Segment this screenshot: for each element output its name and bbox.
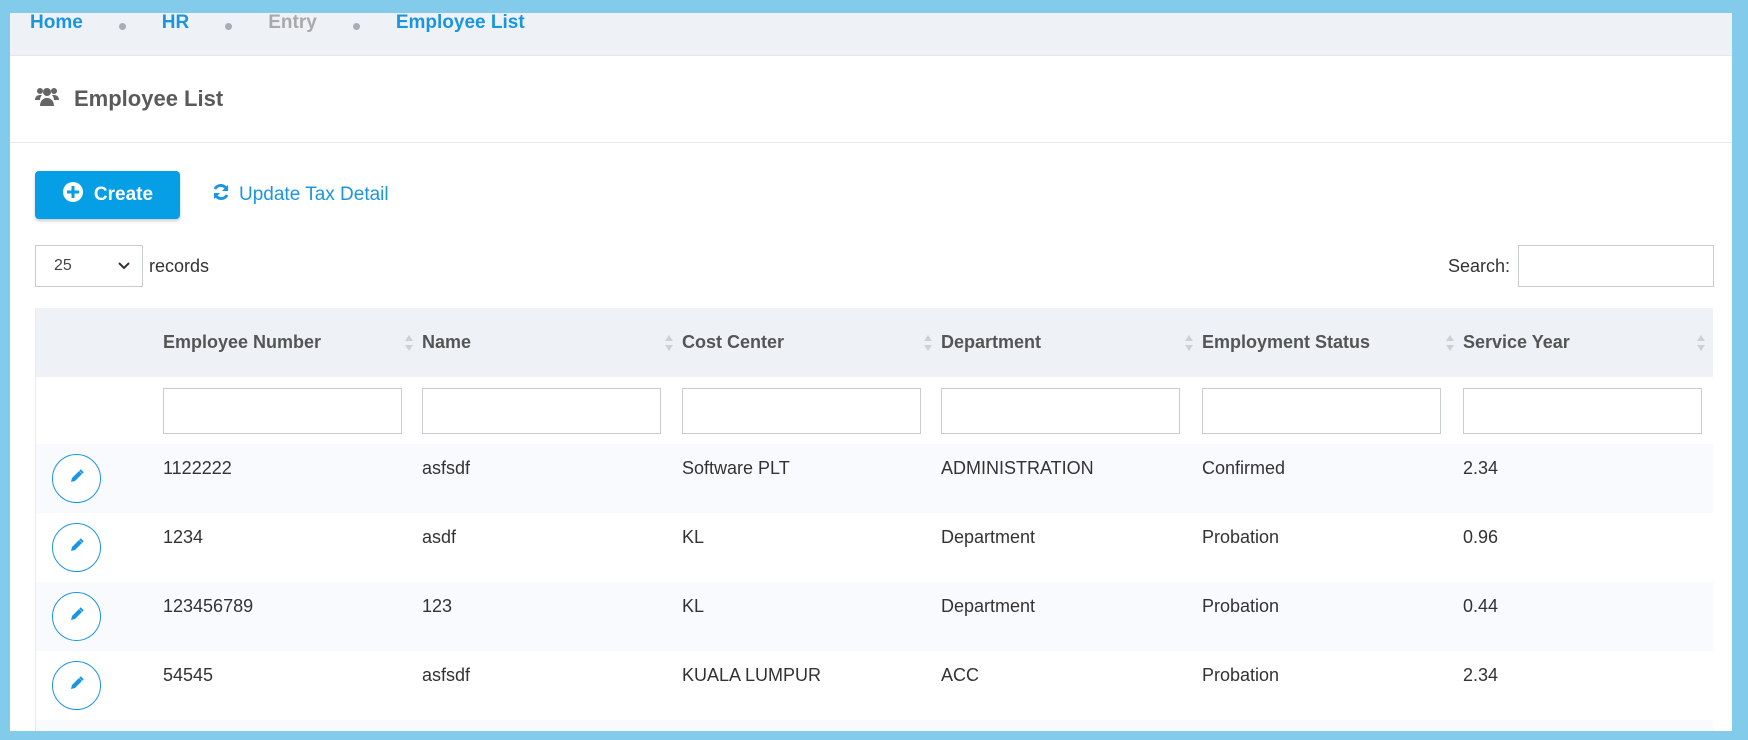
table-row: [36, 720, 1713, 731]
column-filter-input[interactable]: [682, 387, 921, 434]
column-filter-input[interactable]: [422, 387, 661, 434]
table-cell: Department: [941, 596, 1036, 616]
column-header[interactable]: Service Year: [1463, 308, 1714, 377]
records-label: records: [149, 255, 210, 276]
table-header: Employee Number Name Cost Center Department…: [36, 308, 1713, 377]
breadcrumb-separator: [225, 23, 233, 30]
table-cell: 1234: [163, 527, 204, 547]
table-cell: KL: [682, 527, 705, 547]
chevron-down-icon: [118, 257, 130, 275]
table-cell: Probation: [1202, 596, 1280, 616]
users-icon: [35, 86, 59, 113]
breadcrumb-item: Entry: [268, 12, 317, 33]
column-header[interactable]: Name: [422, 308, 682, 377]
edit-button[interactable]: [52, 592, 101, 641]
sort-icon: [1696, 334, 1706, 352]
column-filter-input[interactable]: [1202, 387, 1441, 434]
table-cell: 123456789: [163, 596, 254, 616]
sort-icon: [923, 334, 933, 352]
refresh-icon: [212, 183, 230, 207]
page: Home HR Entry Employee List Employee List C…: [10, 13, 1732, 731]
search-label: Search:: [1447, 255, 1510, 276]
column-filter-input[interactable]: [163, 387, 402, 434]
table-cell: asfsdf: [422, 458, 471, 478]
table-cell: asfsdf: [422, 665, 471, 685]
table-cell: asdf: [422, 527, 457, 547]
pencil-icon: [70, 538, 84, 557]
pencil-icon: [70, 607, 84, 626]
column-header-label: Employment Status: [1202, 332, 1371, 352]
breadcrumb-item[interactable]: Employee List: [395, 12, 525, 33]
sort-icon: [1445, 334, 1455, 352]
table-cell: Confirmed: [1202, 458, 1286, 478]
table-cell: 2.34: [1463, 665, 1499, 685]
records-per-page-select[interactable]: 25: [35, 245, 143, 287]
table-cell: 123: [422, 596, 453, 616]
table-cell: KUALA LUMPUR: [682, 665, 822, 685]
breadcrumb-separator: [352, 23, 360, 30]
table-cell: 1122222: [163, 458, 232, 478]
breadcrumb: Home HR Entry Employee List: [10, 13, 1732, 56]
table-cell: 0.96: [1463, 527, 1499, 547]
table-cell: Probation: [1202, 527, 1280, 547]
sort-icon: [404, 334, 414, 352]
sort-icon: [1184, 334, 1194, 352]
table-cell: 2.34: [1463, 458, 1499, 478]
search-input[interactable]: [1518, 245, 1714, 287]
column-header[interactable]: Cost Center: [682, 308, 941, 377]
column-filter-input[interactable]: [941, 387, 1180, 434]
update-tax-detail-link[interactable]: Update Tax Detail: [212, 183, 389, 207]
sort-icon: [664, 334, 674, 352]
column-header-label: Service Year: [1463, 332, 1570, 352]
column-header-label: Employee Number: [163, 332, 322, 352]
edit-button[interactable]: [52, 523, 101, 572]
records-per-page-value: 25: [54, 257, 72, 274]
table-cell: ACC: [941, 665, 980, 685]
column-header[interactable]: Department: [941, 308, 1202, 377]
column-header-label: Department: [941, 332, 1042, 352]
breadcrumb-item[interactable]: HR: [161, 12, 190, 33]
table-cell: Department: [941, 527, 1036, 547]
table-cell: KL: [682, 596, 705, 616]
edit-button[interactable]: [52, 454, 101, 503]
table-row: 123456789 123 KL Department Probation 0.44: [36, 582, 1713, 651]
table-cell: Probation: [1202, 665, 1280, 685]
column-header-label: Cost Center: [682, 332, 785, 352]
pencil-icon: [70, 676, 84, 695]
page-title: Employee List: [74, 86, 224, 111]
page-header: Employee List: [10, 56, 1732, 143]
table-cell: 0.44: [1463, 596, 1499, 616]
pencil-icon: [70, 469, 84, 488]
column-header[interactable]: Employment Status: [1202, 308, 1463, 377]
employee-table: Employee Number Name Cost Center Department…: [35, 308, 1713, 731]
table-row: 1234 asdf KL Department Probation 0.96: [36, 513, 1713, 582]
table-cell: Software PLT: [682, 458, 790, 478]
plus-circle-icon: [62, 181, 84, 209]
column-header[interactable]: Employee Number: [163, 308, 422, 377]
create-label: Create: [93, 184, 154, 205]
table-cell: ADMINISTRATION: [941, 458, 1094, 478]
create-button[interactable]: Create: [35, 171, 180, 219]
update-tax-label: Update Tax Detail: [239, 184, 389, 205]
table-row: 54545 asfsdf KUALA LUMPUR ACC Probation 2.34: [36, 651, 1713, 720]
table-cell: 54545: [163, 665, 214, 685]
breadcrumb-item[interactable]: Home: [30, 12, 83, 33]
column-header-label: Name: [422, 332, 472, 352]
table-row: 1122222 asfsdf Software PLT ADMINISTRATION C…: [36, 444, 1713, 513]
breadcrumb-separator: [118, 23, 126, 30]
column-filter-input[interactable]: [1463, 387, 1702, 434]
filter-row: [36, 377, 1713, 444]
edit-button[interactable]: [52, 661, 101, 710]
